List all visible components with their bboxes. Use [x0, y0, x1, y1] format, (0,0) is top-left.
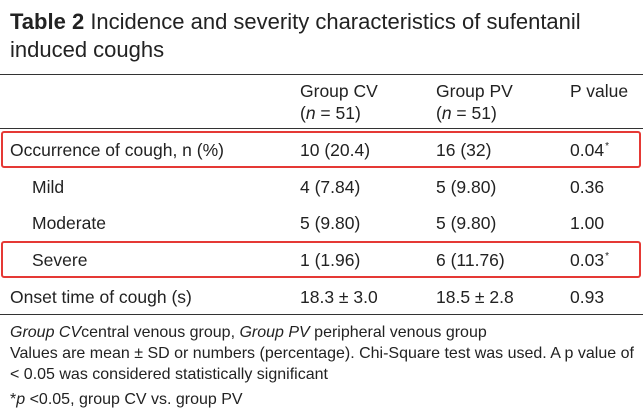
- cell-group-cv: 10 (20.4): [300, 140, 371, 160]
- cell-group-cv: 18.3 ± 3.0: [300, 287, 378, 307]
- header-group-cv-n: (n = 51): [300, 103, 361, 123]
- row-label: Severe: [32, 250, 88, 270]
- table-caption: Table 2 Incidence and severity character…: [10, 8, 635, 64]
- cell-group-cv: 1 (1.96): [300, 250, 361, 270]
- highlight-box-severe: [1, 241, 641, 278]
- table-top-rule: [0, 74, 643, 75]
- significance-mark: *: [605, 251, 609, 262]
- cell-group-pv: 5 (9.80): [436, 177, 497, 197]
- cell-group-pv: 18.5 ± 2.8: [436, 287, 514, 307]
- cell-p-value: 0.04*: [570, 140, 609, 160]
- footnote-methods: Values are mean ± SD or numbers (percent…: [10, 345, 634, 383]
- cell-group-pv: 6 (11.76): [436, 250, 505, 270]
- cell-p-value: 0.36: [570, 177, 605, 197]
- cell-p-value: 1.00: [570, 213, 605, 233]
- significance-mark: *: [605, 141, 609, 152]
- highlight-box-occurrence: [1, 131, 641, 168]
- header-group-cv: Group CV (n = 51): [300, 80, 378, 124]
- header-group-pv: Group PV (n = 51): [436, 80, 513, 124]
- footnote-significance: *p <0.05, group CV vs. group PV: [10, 391, 243, 408]
- header-group-cv-label: Group CV: [300, 81, 378, 101]
- row-label: Onset time of cough (s): [10, 287, 192, 307]
- cell-group-pv: 5 (9.80): [436, 213, 497, 233]
- row-label: Moderate: [32, 213, 106, 233]
- header-group-pv-label: Group PV: [436, 81, 513, 101]
- footnote-abbreviations: Group CVcentral venous group, Group PV p…: [10, 324, 487, 341]
- cell-p-value: 0.93: [570, 287, 605, 307]
- table-label: Table 2: [10, 9, 85, 34]
- table-header-rule: [0, 128, 643, 129]
- header-group-pv-n: (n = 51): [436, 103, 497, 123]
- cell-group-cv: 4 (7.84): [300, 177, 361, 197]
- table-title: Incidence and severity characteristics o…: [10, 9, 581, 62]
- cell-p-value: 0.03*: [570, 250, 609, 270]
- row-label: Occurrence of cough, n (%): [10, 140, 224, 160]
- cell-group-pv: 16 (32): [436, 140, 492, 160]
- header-p-value: P value: [570, 81, 629, 101]
- table-bottom-rule: [0, 314, 643, 315]
- cell-group-cv: 5 (9.80): [300, 213, 361, 233]
- row-label: Mild: [32, 177, 65, 197]
